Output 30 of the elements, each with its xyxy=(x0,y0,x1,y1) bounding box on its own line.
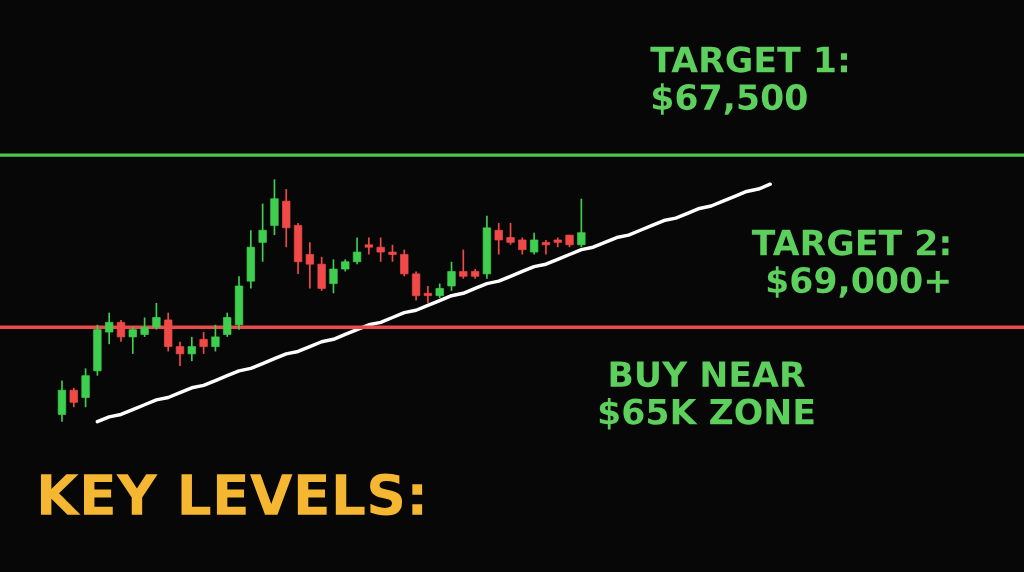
candlestick xyxy=(423,285,433,304)
candlestick xyxy=(541,239,551,256)
candlestick xyxy=(175,340,185,367)
candlestick xyxy=(494,222,503,256)
annotation: TARGET 2: $69,000+ xyxy=(751,229,949,298)
candlestick xyxy=(223,311,232,338)
candlestick xyxy=(128,326,137,355)
annotation: BUY NEAR $65K ZONE xyxy=(599,361,814,430)
candlestick xyxy=(530,231,539,256)
candlestick xyxy=(140,316,149,338)
candlestick xyxy=(105,311,114,346)
candlestick xyxy=(352,236,362,266)
candlestick xyxy=(152,302,161,331)
candlestick xyxy=(447,260,456,292)
candlestick xyxy=(400,248,409,278)
candlestick xyxy=(305,241,314,290)
candlestick xyxy=(69,386,78,409)
candlestick xyxy=(81,367,90,409)
candlestick xyxy=(187,336,196,362)
candlestick xyxy=(211,323,220,353)
candlestick xyxy=(376,236,385,263)
candlestick xyxy=(329,258,338,295)
candlestick xyxy=(577,197,586,249)
candlestick xyxy=(506,222,515,246)
candlestick xyxy=(258,202,267,263)
candlestick xyxy=(411,270,421,302)
text: KEY LEVELS: xyxy=(40,473,423,516)
text: TARGET 1: $67,500 xyxy=(650,46,847,115)
candlestick xyxy=(199,331,208,355)
candlestick xyxy=(459,248,468,280)
